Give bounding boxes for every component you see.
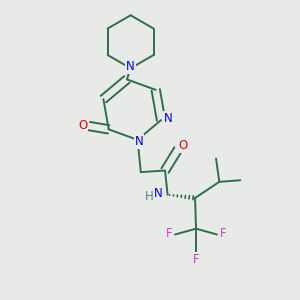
Text: O: O: [78, 118, 88, 132]
Text: N: N: [135, 135, 144, 148]
Text: F: F: [166, 227, 172, 240]
Text: H: H: [145, 190, 153, 203]
Text: F: F: [220, 227, 226, 240]
Text: N: N: [126, 60, 135, 73]
Text: O: O: [178, 139, 188, 152]
Text: F: F: [193, 253, 199, 266]
Text: N: N: [154, 187, 163, 200]
Text: N: N: [164, 112, 172, 125]
